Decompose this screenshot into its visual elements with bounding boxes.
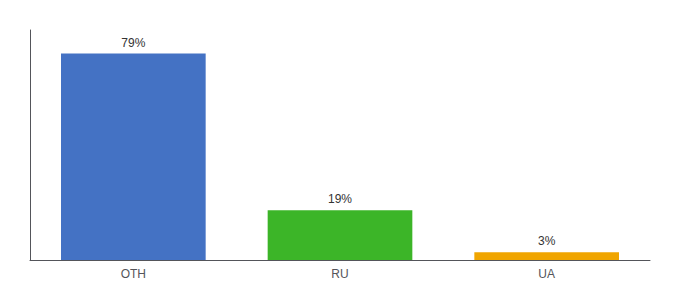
svg-text:OTH: OTH	[121, 267, 146, 281]
svg-text:79%: 79%	[121, 36, 145, 50]
svg-text:3%: 3%	[538, 234, 556, 248]
svg-text:RU: RU	[331, 267, 348, 281]
svg-text:UA: UA	[538, 267, 555, 281]
svg-text:19%: 19%	[328, 192, 352, 206]
